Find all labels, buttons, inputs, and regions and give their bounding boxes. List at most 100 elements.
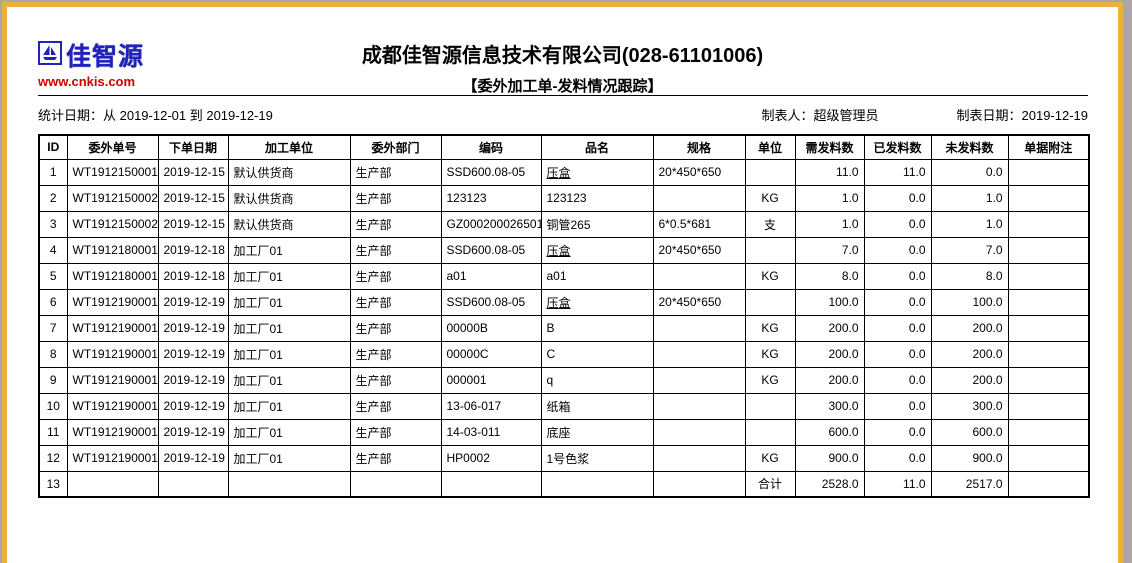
cell-dept: 生产部 bbox=[349, 158, 442, 186]
cell-unissued: 900.0 bbox=[930, 444, 1009, 472]
report-maker: 制表人：超级管理员 bbox=[761, 108, 879, 123]
cell-dept: 生产部 bbox=[349, 392, 442, 420]
cell-unit: KG bbox=[744, 444, 796, 472]
cell-order_no: WT1912150002 bbox=[66, 210, 159, 238]
column-header-7: 规格 bbox=[652, 134, 746, 160]
table-row: 2 WT1912150002 2019-12-15 默认供货商 生产部 123123 123… bbox=[38, 184, 1090, 212]
column-header-2: 下单日期 bbox=[157, 134, 229, 160]
cell-dept: 生产部 bbox=[349, 314, 442, 342]
total-label: 合计 bbox=[744, 470, 796, 498]
cell-id: 8 bbox=[38, 340, 68, 368]
cell-spec bbox=[652, 340, 746, 368]
sailboat-icon bbox=[38, 40, 62, 70]
cell-name: 底座 bbox=[540, 418, 654, 446]
cell-issued: 11.0 bbox=[863, 470, 932, 498]
table-row: 4 WT1912180001 2019-12-18 加工厂01 生产部 SSD600.08… bbox=[38, 236, 1090, 264]
cell-spec bbox=[652, 470, 746, 498]
cell-need: 200.0 bbox=[794, 314, 865, 342]
column-header-10: 已发料数 bbox=[863, 134, 932, 160]
cell-note bbox=[1007, 158, 1090, 186]
cell-code: 000001 bbox=[440, 366, 542, 394]
cell-order_no: WT1912150002 bbox=[66, 184, 159, 212]
cell-name: q bbox=[540, 366, 654, 394]
cell-unit bbox=[744, 418, 796, 446]
cell-need: 8.0 bbox=[794, 262, 865, 290]
table-row: 6 WT1912190001 2019-12-19 加工厂01 生产部 SSD600.08… bbox=[38, 288, 1090, 316]
cell-unissued: 200.0 bbox=[930, 366, 1009, 394]
cell-id: 5 bbox=[38, 262, 68, 290]
cell-processor: 加工厂01 bbox=[227, 392, 351, 420]
cell-note bbox=[1007, 210, 1090, 238]
cell-spec bbox=[652, 418, 746, 446]
cell-issued: 11.0 bbox=[863, 158, 932, 186]
cell-need: 600.0 bbox=[794, 418, 865, 446]
cell-code: 123123 bbox=[440, 184, 542, 212]
cell-order_date: 2019-12-19 bbox=[157, 366, 229, 394]
table-row: 10 WT1912190001 2019-12-19 加工厂01 生产部 13-06-01… bbox=[38, 392, 1090, 420]
cell-name: 铜管265 bbox=[540, 210, 654, 238]
cell-name: 压盒 bbox=[540, 158, 654, 186]
header-divider bbox=[38, 95, 1088, 96]
cell-issued: 0.0 bbox=[863, 418, 932, 446]
table-row: 1 WT1912150001 2019-12-15 默认供货商 生产部 SSD600.08… bbox=[38, 158, 1090, 186]
cell-issued: 0.0 bbox=[863, 210, 932, 238]
cell-note bbox=[1007, 444, 1090, 472]
cell-processor: 加工厂01 bbox=[227, 366, 351, 394]
cell-unit: KG bbox=[744, 314, 796, 342]
cell-processor bbox=[227, 470, 351, 498]
cell-dept bbox=[349, 470, 442, 498]
cell-order_no: WT1912190001 bbox=[66, 418, 159, 446]
cell-issued: 0.0 bbox=[863, 444, 932, 472]
cell-order_date: 2019-12-19 bbox=[157, 418, 229, 446]
cell-note bbox=[1007, 288, 1090, 316]
cell-name bbox=[540, 470, 654, 498]
company-logo: 佳智源 www.cnkis.com bbox=[38, 37, 144, 89]
cell-issued: 0.0 bbox=[863, 340, 932, 368]
cell-name: 压盒 bbox=[540, 236, 654, 264]
cell-processor: 加工厂01 bbox=[227, 314, 351, 342]
column-header-5: 编码 bbox=[440, 134, 542, 160]
cell-note bbox=[1007, 314, 1090, 342]
column-header-12: 单据附注 bbox=[1007, 134, 1090, 160]
column-header-0: ID bbox=[38, 134, 68, 160]
total-row: 13 合计 2528.0 11.0 2517.0 bbox=[38, 470, 1090, 498]
table-row: 11 WT1912190001 2019-12-19 加工厂01 生产部 14-03-01… bbox=[38, 418, 1090, 446]
cell-unissued: 100.0 bbox=[930, 288, 1009, 316]
table-row: 7 WT1912190001 2019-12-19 加工厂01 生产部 00000B B KG… bbox=[38, 314, 1090, 342]
cell-unit: 支 bbox=[744, 210, 796, 238]
cell-spec bbox=[652, 262, 746, 290]
cell-unissued: 300.0 bbox=[930, 392, 1009, 420]
cell-note bbox=[1007, 418, 1090, 446]
table-row: 8 WT1912190001 2019-12-19 加工厂01 生产部 00000C C KG… bbox=[38, 340, 1090, 368]
cell-need: 100.0 bbox=[794, 288, 865, 316]
cell-name: a01 bbox=[540, 262, 654, 290]
cell-code: a01 bbox=[440, 262, 542, 290]
cell-name: 1号色浆 bbox=[540, 444, 654, 472]
page-subtitle: 【委外加工单-发料情况跟踪】 bbox=[462, 78, 663, 95]
cell-id: 9 bbox=[38, 366, 68, 394]
cell-unit: KG bbox=[744, 262, 796, 290]
cell-id: 4 bbox=[38, 236, 68, 264]
cell-order_date: 2019-12-18 bbox=[157, 236, 229, 264]
cell-name: C bbox=[540, 340, 654, 368]
meta-row: 统计日期：从 2019-12-01 到 2019-12-19 制表人：超级管理员… bbox=[38, 96, 1088, 134]
cell-need: 2528.0 bbox=[794, 470, 865, 498]
column-header-4: 委外部门 bbox=[349, 134, 442, 160]
cell-unissued: 200.0 bbox=[930, 314, 1009, 342]
cell-name: 纸箱 bbox=[540, 392, 654, 420]
cell-order_date: 2019-12-19 bbox=[157, 288, 229, 316]
cell-id: 13 bbox=[38, 470, 68, 498]
cell-order_date: 2019-12-19 bbox=[157, 340, 229, 368]
product-name-link[interactable]: 压盒 bbox=[546, 165, 571, 180]
cell-id: 6 bbox=[38, 288, 68, 316]
cell-code bbox=[440, 470, 542, 498]
product-name-link[interactable]: 压盒 bbox=[546, 295, 571, 310]
cell-spec bbox=[652, 184, 746, 212]
cell-dept: 生产部 bbox=[349, 444, 442, 472]
cell-spec: 20*450*650 bbox=[652, 288, 746, 316]
table-row: 9 WT1912190001 2019-12-19 加工厂01 生产部 000001 q KG… bbox=[38, 366, 1090, 394]
product-name-link[interactable]: 压盒 bbox=[546, 243, 571, 258]
cell-issued: 0.0 bbox=[863, 184, 932, 212]
cell-need: 300.0 bbox=[794, 392, 865, 420]
